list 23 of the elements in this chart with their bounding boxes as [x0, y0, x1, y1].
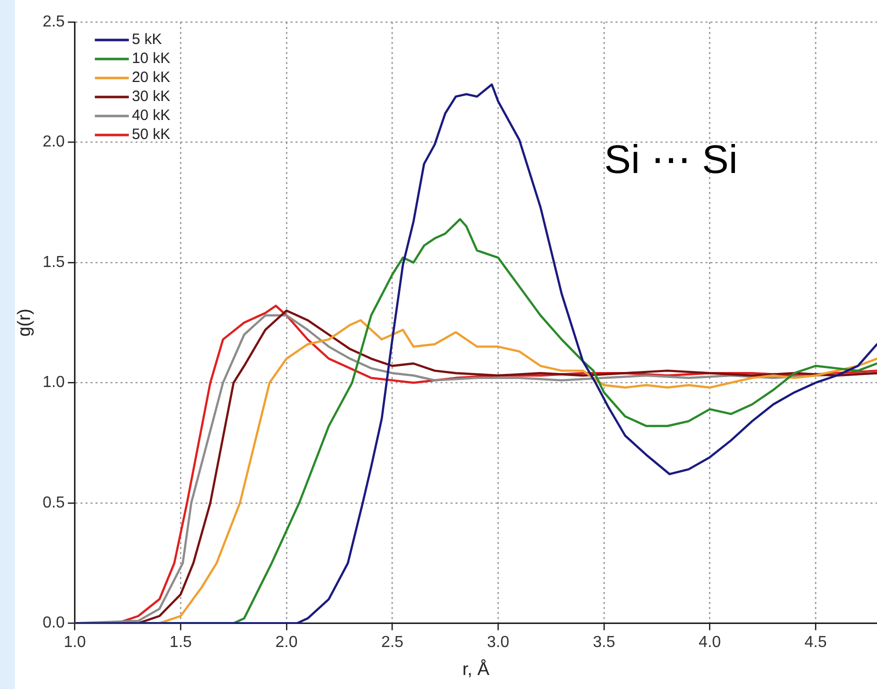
y-tick-label: 2.5: [42, 13, 65, 30]
x-tick-label: 2.5: [381, 634, 404, 652]
y-tick-label: 0.0: [42, 614, 65, 632]
y-tick-label: 1.5: [42, 254, 65, 271]
y-tick-label: 1.0: [42, 374, 65, 392]
legend-label: 5 kK: [132, 31, 162, 48]
legend-label: 50 kK: [132, 126, 170, 144]
x-tick-label: 1.5: [170, 634, 192, 652]
y-tick-label: 2.0: [42, 134, 65, 151]
x-tick-label: 4.0: [698, 634, 722, 652]
annotation: Si ⋯ Si: [604, 138, 738, 182]
x-axis-title: r, Å: [462, 659, 490, 680]
x-tick-label: 1.0: [64, 634, 86, 652]
y-tick-label: 0.5: [42, 494, 65, 512]
x-tick-label: 4.5: [804, 634, 827, 652]
y-axis-title: g(r): [14, 308, 34, 337]
legend-label: 10 kK: [132, 50, 170, 68]
x-tick-label: 3.5: [592, 634, 616, 652]
legend-label: 40 kK: [132, 107, 170, 124]
legend-label: 20 kK: [132, 69, 170, 86]
x-tick-label: 3.0: [487, 634, 510, 652]
legend-label: 30 kK: [132, 88, 170, 106]
x-tick-label: 2.0: [275, 634, 298, 652]
